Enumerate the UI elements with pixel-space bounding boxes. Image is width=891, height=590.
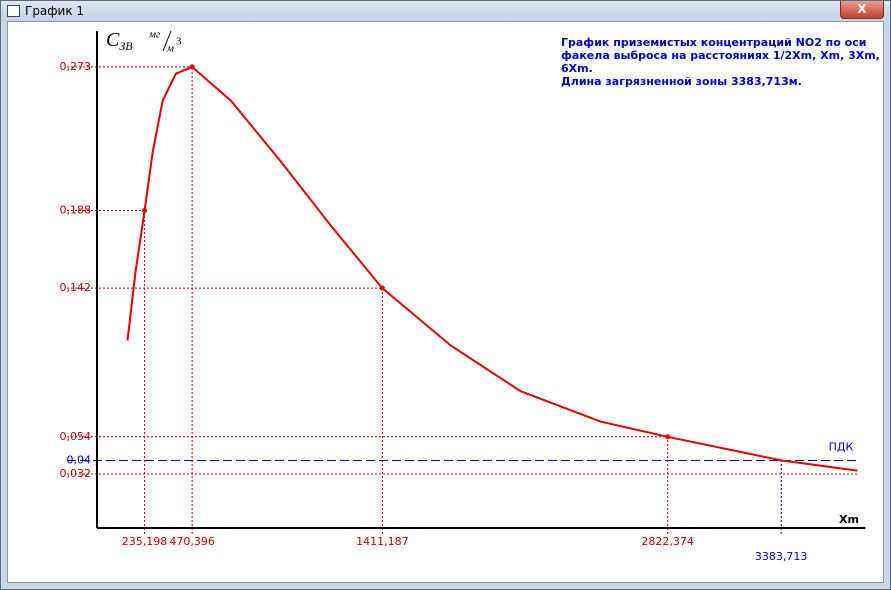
chart-title: факела выброса на расстояниях 1/2Xm, Xm,… xyxy=(561,49,880,62)
x-tick-label: 1411,187 xyxy=(356,535,409,548)
y-unit-num: мг xyxy=(148,29,161,41)
key-point xyxy=(189,64,195,70)
title-bar: График 1 X xyxy=(1,1,890,21)
window-title: График 1 xyxy=(25,4,85,18)
y-unit-den: м xyxy=(166,43,174,55)
unit-slash xyxy=(162,30,172,52)
x-tick-label: 2822,374 xyxy=(641,535,694,548)
y-unit-power: 3 xyxy=(176,36,182,48)
chart-title: График приземистых концентраций NO2 по о… xyxy=(561,36,866,49)
x-axis-label: Xm xyxy=(839,513,859,526)
chart-title: Длина загрязненной зоны 3383,713м. xyxy=(561,75,802,88)
curve xyxy=(126,65,858,472)
chart-title: 6Xm. xyxy=(561,62,593,75)
x-tick-label: 470,396 xyxy=(169,535,215,548)
y-axis-label-part: ЗВ xyxy=(119,39,133,53)
x-tick-label: 3383,713 xyxy=(755,550,808,563)
y-axis-label-part: C xyxy=(106,29,120,51)
key-point xyxy=(379,285,385,291)
y-axis-label: CЗВ xyxy=(106,29,133,53)
threshold-label: ПДК xyxy=(829,440,854,453)
close-button[interactable]: X xyxy=(840,1,884,19)
y-tick-label: 0,04 xyxy=(67,453,92,466)
key-point xyxy=(665,434,671,440)
x-tick-label: 235,198 xyxy=(122,535,168,548)
key-point xyxy=(142,207,148,213)
window-icon xyxy=(7,5,20,17)
